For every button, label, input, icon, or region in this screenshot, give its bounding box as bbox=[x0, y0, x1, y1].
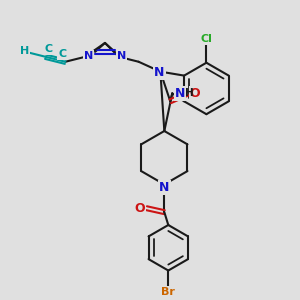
Text: C: C bbox=[58, 49, 67, 59]
Text: N: N bbox=[83, 51, 93, 61]
Text: H: H bbox=[185, 88, 194, 98]
Text: N: N bbox=[117, 51, 126, 61]
Text: N: N bbox=[154, 66, 165, 79]
Text: O: O bbox=[134, 202, 145, 215]
Text: O: O bbox=[190, 87, 200, 100]
Text: N: N bbox=[175, 87, 185, 100]
Text: Br: Br bbox=[161, 287, 175, 297]
Text: H: H bbox=[20, 46, 29, 56]
Text: C: C bbox=[44, 44, 52, 54]
Text: Cl: Cl bbox=[200, 34, 212, 44]
Text: N: N bbox=[159, 181, 169, 194]
